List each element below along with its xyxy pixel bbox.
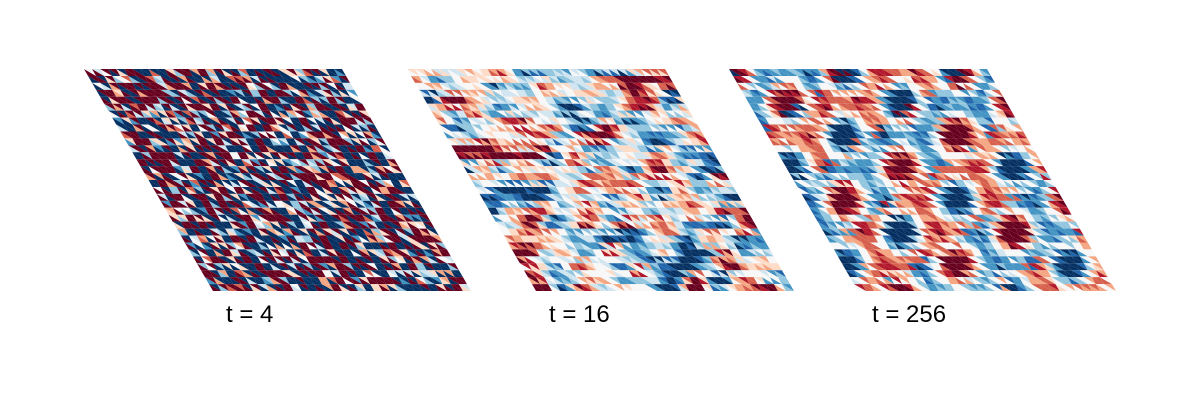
lattice-cell	[1003, 110, 1016, 118]
lattice-cell	[773, 270, 786, 278]
lattice-cell	[418, 214, 431, 222]
lattice-cell	[402, 186, 415, 194]
lattice-panel-t256	[729, 69, 1116, 291]
lattice-cell	[757, 242, 770, 250]
lattice-cell	[426, 228, 439, 236]
lattice-cell	[741, 214, 754, 222]
lattice-panel-t4	[84, 69, 471, 291]
lattice-cell	[733, 200, 746, 208]
lattice-cell	[669, 89, 682, 97]
lattice-cell	[1023, 145, 1036, 153]
lattice-cell	[378, 145, 391, 153]
lattice-cell	[721, 180, 734, 187]
lattice-cell	[1027, 152, 1040, 160]
lattice-cell	[769, 263, 782, 271]
lattice-cell	[333, 69, 347, 76]
lattice-cell	[450, 270, 463, 278]
lattice-cell	[446, 263, 459, 271]
lattice-cell	[422, 221, 435, 229]
lattice-cell	[689, 124, 702, 132]
lattice-cell	[987, 82, 1000, 90]
lattice-cell	[982, 75, 996, 83]
lattice-cell	[777, 277, 790, 285]
lattice-cell	[458, 284, 471, 291]
lattice-cell	[386, 159, 399, 167]
lattice-cell	[656, 69, 670, 76]
lattice-cell	[729, 193, 742, 201]
lattice-cell	[354, 103, 367, 111]
lattice-cell	[978, 69, 992, 76]
lattice-cell	[705, 152, 718, 160]
lattice-cell	[362, 117, 375, 125]
lattice-cell	[1011, 124, 1024, 132]
lattice-cell	[995, 96, 1008, 104]
lattice-cell	[781, 284, 794, 291]
lattice-cell	[1019, 138, 1032, 146]
lattice-cell	[337, 75, 351, 83]
lattice-cell	[761, 249, 774, 257]
lattice-cell	[406, 193, 419, 201]
lattice-cell	[414, 207, 427, 215]
lattice-cell	[673, 96, 686, 104]
lattice-panel-t16	[407, 69, 794, 291]
lattice-cell	[442, 256, 455, 264]
lattice-cell	[374, 138, 387, 146]
lattice-cell	[370, 131, 383, 139]
lattice-cell	[454, 277, 467, 285]
lattice-cell	[717, 173, 730, 180]
lattice-cell	[390, 166, 403, 174]
lattice-cell	[1007, 117, 1020, 125]
lattice-cell	[697, 138, 710, 146]
lattice-cell	[350, 96, 363, 104]
lattice-cell	[394, 173, 407, 180]
lattice-cell	[681, 110, 694, 118]
lattice-cell	[398, 180, 411, 187]
lattice-cell	[438, 249, 451, 257]
lattice-cell	[991, 89, 1004, 97]
lattice-cell	[430, 235, 443, 243]
lattice-cell	[713, 166, 726, 174]
lattice-cell	[1031, 159, 1044, 167]
lattice-cell	[753, 235, 766, 243]
lattice-cell	[745, 221, 758, 229]
lattice-cell	[701, 145, 714, 153]
lattice-cell	[346, 89, 359, 97]
lattice-cell	[434, 242, 447, 250]
lattice-cell	[1015, 131, 1028, 139]
lattice-cell	[660, 75, 674, 83]
lattice-cell	[765, 256, 778, 264]
lattice-cell	[677, 103, 690, 111]
lattice-cell	[665, 82, 678, 90]
lattice-cell	[693, 131, 706, 139]
lattice-cell	[410, 200, 423, 208]
lattice-cell	[358, 110, 371, 118]
lattice-cell	[999, 103, 1012, 111]
lattice-cell	[725, 186, 738, 194]
lattice-cell	[342, 82, 355, 90]
lattice-cell	[366, 124, 379, 132]
lattice-cell	[685, 117, 698, 125]
lattice-cell	[749, 228, 762, 236]
lattice-cell	[709, 159, 722, 167]
lattice-cell	[382, 152, 395, 160]
lattice-cell	[737, 207, 750, 215]
